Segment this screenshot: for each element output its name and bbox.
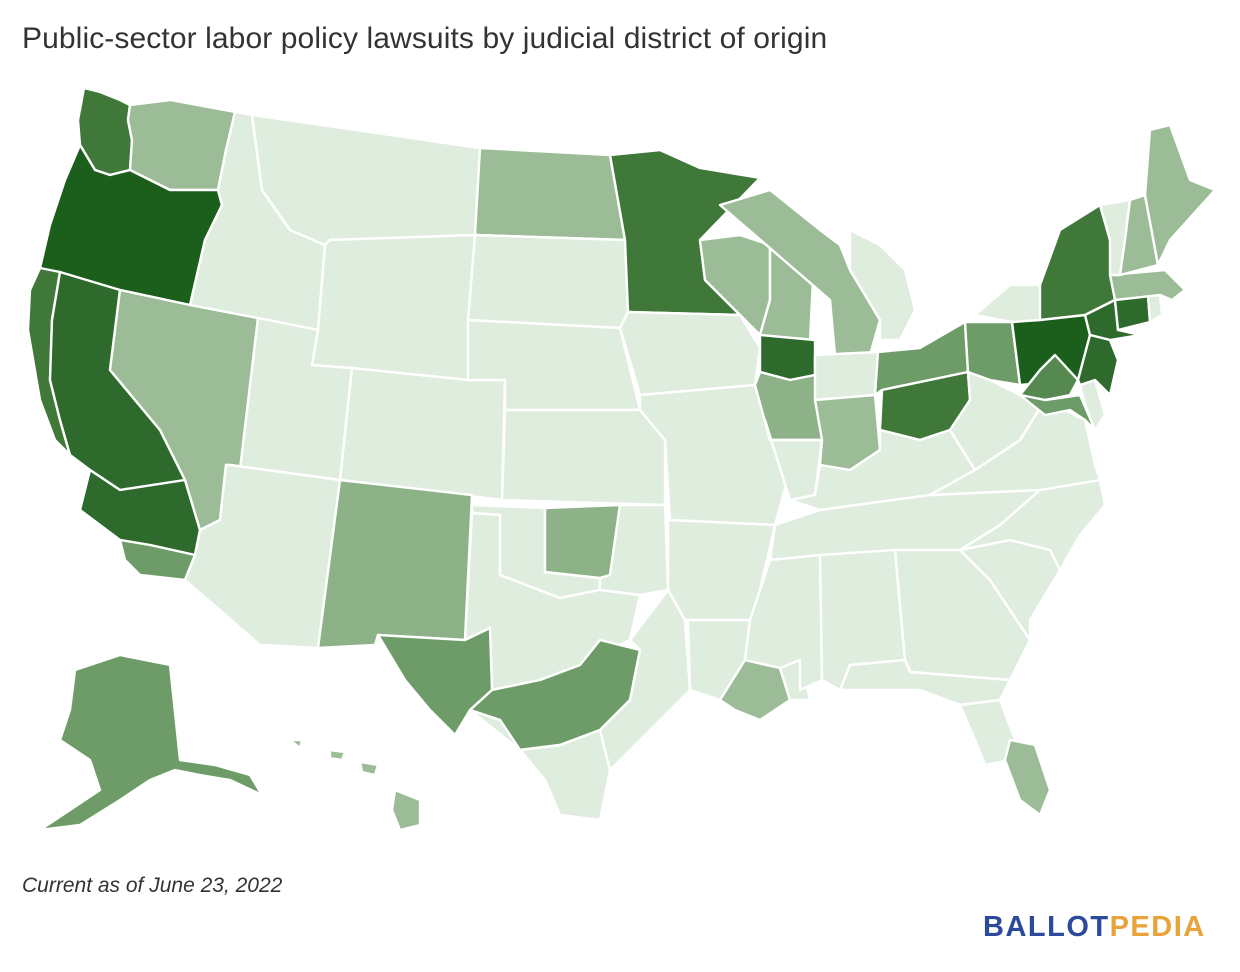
logo-part-pedia: PEDIA	[1109, 911, 1206, 943]
michigan-east	[848, 228, 917, 342]
montana	[250, 113, 482, 247]
logo-part-ballot: BALLOT	[983, 911, 1110, 943]
indiana-north	[813, 350, 880, 402]
south-dakota	[466, 233, 630, 330]
massachusetts	[1108, 268, 1187, 302]
maryland	[1018, 393, 1097, 432]
florida-south	[1003, 738, 1052, 817]
pennsylvania-west	[963, 320, 1022, 387]
new-jersey	[1076, 333, 1120, 397]
kansas	[500, 408, 667, 507]
rhode-island	[1146, 293, 1164, 324]
map-title: Public-sector labor policy lawsuits by j…	[22, 22, 828, 55]
ballotpedia-logo: BALLOTPEDIA	[983, 911, 1206, 944]
new-mexico	[316, 478, 474, 650]
new-york-west	[973, 283, 1042, 324]
north-dakota	[473, 146, 627, 242]
florida-north	[838, 658, 1012, 707]
wyoming	[310, 233, 477, 382]
maine	[1143, 123, 1217, 267]
texas-west	[376, 626, 494, 737]
hawaii	[288, 738, 422, 832]
colorado	[338, 366, 507, 502]
iowa	[618, 310, 762, 397]
alaska	[38, 653, 264, 832]
oklahoma-north	[543, 503, 622, 580]
footnote: Current as of June 23, 2022	[22, 874, 283, 897]
